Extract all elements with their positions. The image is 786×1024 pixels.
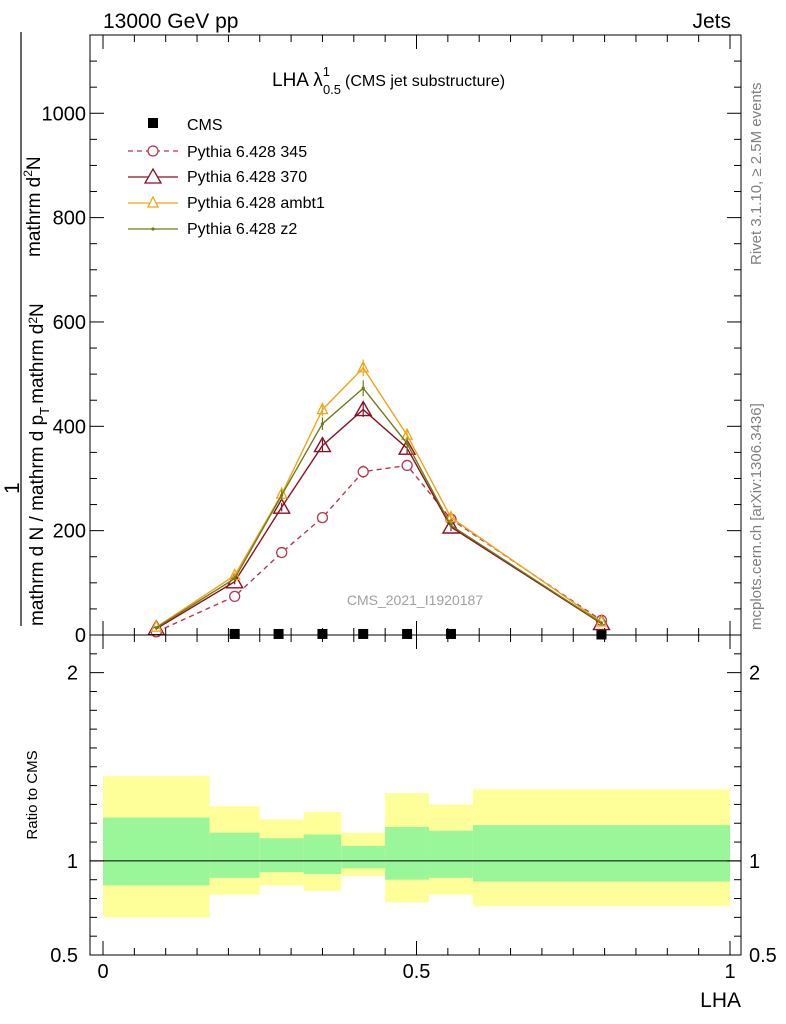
x-axis-label: LHA <box>700 989 741 1012</box>
data-point <box>449 523 453 528</box>
legend-label-cms: CMS <box>187 117 223 134</box>
ratio-panel: 0.5 0.51 12 2 0 0.5 1 Ratio to CMS LHA <box>24 634 777 1012</box>
data-point <box>276 546 288 559</box>
legend-label-370: Pythia 6.428 370 <box>187 169 307 186</box>
ratio-x-tick-label: 0 <box>97 961 108 983</box>
legend: CMS Pythia 6.428 345 Pythia 6.428 370 Py… <box>128 117 325 238</box>
ratio-frame <box>89 634 742 956</box>
series-line <box>155 366 602 628</box>
main-y-tick-label: 600 <box>53 312 86 334</box>
rivet-label: Rivet 3.1.10, ≥ 2.5M events <box>748 83 765 266</box>
ratio-y-tick-label: 1 <box>67 851 78 873</box>
data-point <box>361 386 365 390</box>
legend-marker-cms <box>148 118 158 128</box>
ratio-x-tick-labels: 0 0.5 1 <box>97 961 735 983</box>
ratio-y-axis-label: Ratio to CMS <box>24 750 41 839</box>
data-point <box>316 511 329 524</box>
ratio-inner-band <box>429 830 473 878</box>
main-y-tick-labels: 0 200 400 600 800 1000 <box>42 103 87 647</box>
data-point <box>397 438 417 455</box>
main-x-ticks <box>102 35 731 635</box>
main-y-tick-label: 0 <box>75 625 86 647</box>
legend-entry-z2: Pythia 6.428 z2 <box>128 221 297 238</box>
data-point <box>313 436 332 453</box>
ratio-y-tick-label-right: 2 <box>749 663 760 685</box>
legend-entry-345: Pythia 6.428 345 <box>128 144 307 161</box>
data-point <box>316 402 329 415</box>
data-point <box>358 628 369 639</box>
mcplots-label: mcplots.cern.ch [arXiv:1306.3436] <box>748 403 765 630</box>
ratio-inner-band <box>209 832 260 878</box>
legend-marker-370 <box>143 167 163 184</box>
data-point <box>272 497 291 514</box>
ratio-inner-band <box>303 834 342 875</box>
legend-marker-ambt1 <box>146 195 160 208</box>
ratio-inner-band <box>472 825 730 882</box>
legend-entry-ambt1: Pythia 6.428 ambt1 <box>128 195 325 212</box>
data-point <box>154 626 158 630</box>
header-right: Jets <box>692 10 731 33</box>
data-point <box>229 628 240 639</box>
series-layer <box>147 359 611 640</box>
data-point <box>357 466 369 478</box>
main-y-tick-label: 200 <box>53 521 86 543</box>
legend-marker-z2 <box>151 227 155 231</box>
ratio-inner-band <box>341 845 386 869</box>
data-point <box>599 621 604 625</box>
ratio-inner-band <box>103 817 210 886</box>
ratio-y-ticks <box>90 634 741 956</box>
data-point <box>401 459 413 472</box>
data-point <box>320 422 325 426</box>
main-y-axis-label: 1 mathrm d N / mathrm d pTmathrm d2N mat… <box>1 32 52 626</box>
data-point <box>445 628 456 639</box>
legend-marker-345 <box>147 145 159 157</box>
series-0 <box>229 628 607 640</box>
data-point <box>229 590 241 603</box>
data-point <box>317 628 328 639</box>
data-point <box>405 441 409 446</box>
data-point <box>233 577 237 581</box>
data-point <box>273 628 284 639</box>
data-point <box>357 360 370 373</box>
legend-label-345: Pythia 6.428 345 <box>187 144 307 161</box>
data-point <box>280 493 284 497</box>
ratio-x-tick-label: 1 <box>724 961 735 983</box>
series-line <box>155 387 602 629</box>
series-1 <box>150 459 608 638</box>
data-point <box>402 628 413 639</box>
data-point <box>596 629 607 640</box>
series-4 <box>154 380 604 630</box>
main-panel: 0 200 400 600 800 1000 CMS_2021_I1920187 LHA … <box>1 32 742 647</box>
series-line <box>155 408 602 630</box>
series-line <box>156 464 602 633</box>
ratio-y-tick-label: 2 <box>67 663 78 685</box>
data-point <box>353 400 373 417</box>
main-y-tick-label: 400 <box>53 416 86 438</box>
data-point <box>441 517 461 534</box>
main-y-tick-label: 1000 <box>42 103 87 125</box>
ratio-x-ticks <box>102 635 731 955</box>
header-left: 13000 GeV pp <box>103 10 238 33</box>
legend-label-ambt1: Pythia 6.428 ambt1 <box>187 195 325 212</box>
ylabel-denom-1: mathrm d N / mathrm d pTmathrm d2N <box>26 303 52 626</box>
ratio-y-tick-labels: 0.5 0.5 1 1 2 2 <box>50 663 777 967</box>
ratio-inner-band <box>385 827 430 880</box>
ratio-y-tick-label-right: 0.5 <box>749 945 777 967</box>
ylabel-numer-1: 1 <box>1 482 24 494</box>
ratio-inner-band <box>259 838 304 873</box>
legend-entry-370: Pythia 6.428 370 <box>128 167 307 186</box>
ratio-bands <box>103 776 730 918</box>
ratio-x-tick-label: 0.5 <box>403 961 431 983</box>
legend-entry-cms: CMS <box>148 117 223 134</box>
legend-label-z2: Pythia 6.428 z2 <box>187 221 297 238</box>
watermark: CMS_2021_I1920187 <box>347 592 483 608</box>
main-y-tick-label: 800 <box>53 208 86 230</box>
ratio-y-tick-label: 0.5 <box>50 945 78 967</box>
ylabel-numer-2: mathrm d2N <box>21 156 45 257</box>
main-y-ticks <box>90 34 741 636</box>
ratio-y-tick-label-right: 1 <box>749 851 760 873</box>
chart-title: LHA λ1 0.5 (CMS jet substructure) <box>272 64 505 97</box>
